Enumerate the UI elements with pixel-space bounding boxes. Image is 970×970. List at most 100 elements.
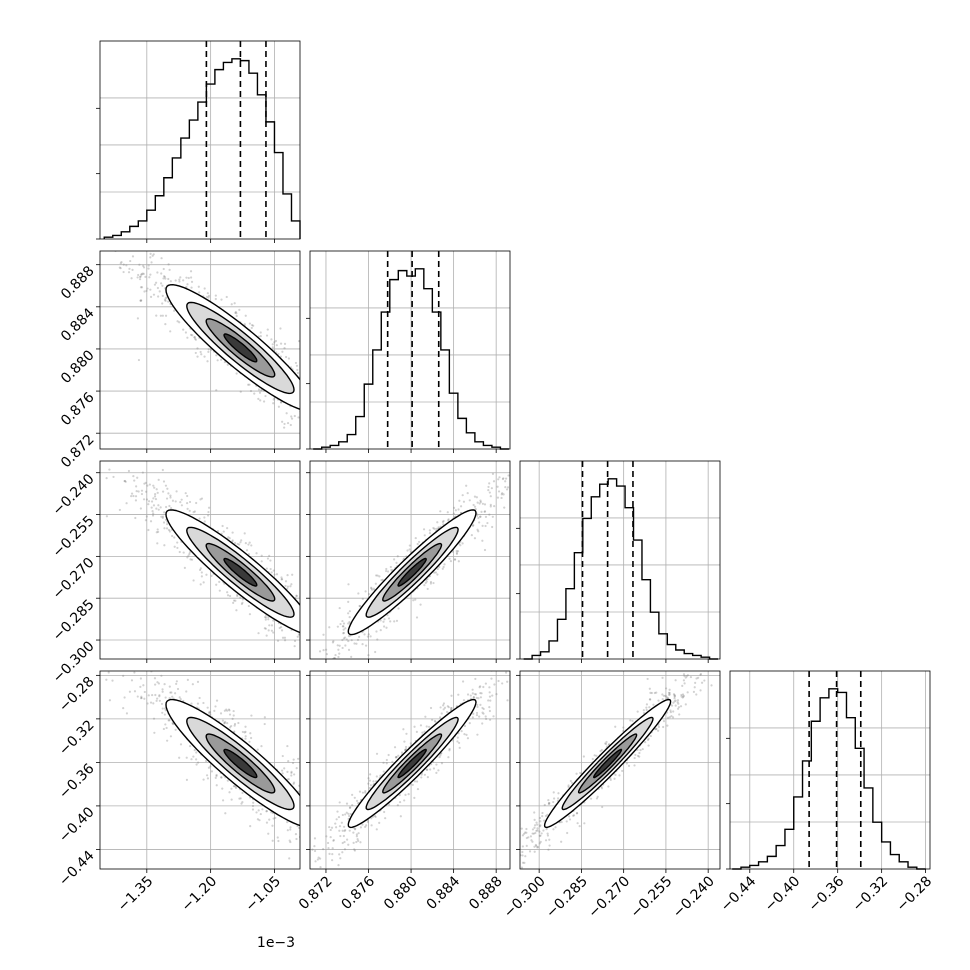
sample-point xyxy=(178,280,181,283)
sample-point xyxy=(435,771,438,774)
sample-point xyxy=(249,389,253,393)
sample-point xyxy=(163,275,166,278)
sample-point xyxy=(350,856,352,858)
sample-point xyxy=(268,818,271,821)
sample-point xyxy=(196,702,200,705)
sample-point xyxy=(321,667,323,669)
sample-point xyxy=(423,534,426,537)
sample-point xyxy=(280,576,283,579)
sample-point xyxy=(288,863,290,865)
sample-point xyxy=(190,280,194,283)
sample-point xyxy=(128,267,131,270)
sample-point xyxy=(140,299,143,302)
sample-point xyxy=(638,751,641,755)
sample-point xyxy=(395,619,399,622)
sample-point xyxy=(403,740,406,743)
sample-point xyxy=(185,276,188,279)
sample-point xyxy=(338,853,341,856)
sample-point xyxy=(137,358,141,362)
sample-point xyxy=(304,619,306,621)
sample-point xyxy=(341,625,344,628)
sample-point xyxy=(505,488,509,491)
sample-point xyxy=(342,637,346,640)
ticks-3-3 xyxy=(726,737,927,873)
sample-point xyxy=(105,678,108,681)
sample-point xyxy=(357,592,360,595)
sample-point xyxy=(333,621,335,623)
sample-point xyxy=(452,506,456,509)
sample-point xyxy=(307,778,309,780)
sample-point xyxy=(302,839,304,841)
sample-point xyxy=(365,824,368,827)
sample-point xyxy=(315,824,317,826)
sample-point xyxy=(113,650,115,652)
hist-bin xyxy=(364,384,373,449)
ticks-1-1 xyxy=(306,317,497,453)
sample-point xyxy=(311,412,313,414)
sample-point xyxy=(280,578,284,581)
sample-point xyxy=(207,296,210,299)
sample-point xyxy=(322,854,324,856)
sample-point xyxy=(368,779,372,782)
sample-point xyxy=(358,635,361,638)
hist-bin xyxy=(249,73,258,239)
sample-point xyxy=(202,581,205,584)
sample-point xyxy=(314,835,316,837)
sample-point xyxy=(303,816,305,818)
sample-point xyxy=(191,683,194,686)
sample-point xyxy=(342,405,344,407)
sample-point xyxy=(330,432,332,434)
sample-point xyxy=(366,635,370,638)
sample-point xyxy=(479,703,482,706)
sample-point xyxy=(342,631,345,635)
sample-point xyxy=(319,870,321,872)
hist-bin xyxy=(466,433,475,449)
sample-point xyxy=(210,574,213,577)
sample-point xyxy=(297,416,300,419)
sample-point xyxy=(489,699,492,702)
sample-point xyxy=(477,516,480,520)
sample-point xyxy=(161,314,164,317)
sample-point xyxy=(325,653,328,656)
sample-point xyxy=(176,687,180,691)
sample-point xyxy=(273,341,276,344)
sample-point xyxy=(207,350,210,353)
sample-point xyxy=(190,702,193,705)
sample-point xyxy=(91,466,93,468)
sample-point xyxy=(385,762,388,765)
sample-point xyxy=(320,627,322,629)
sample-point xyxy=(270,571,273,574)
sample-point xyxy=(476,528,479,531)
sample-point xyxy=(457,560,460,563)
sample-point xyxy=(227,536,230,539)
sample-point xyxy=(347,655,349,657)
contour-line xyxy=(223,748,258,779)
sample-point xyxy=(455,551,459,554)
sample-point xyxy=(493,683,496,686)
sample-point xyxy=(314,646,316,648)
sample-point xyxy=(301,391,303,393)
sample-point xyxy=(122,270,125,274)
sample-point xyxy=(320,664,322,666)
sample-point xyxy=(137,273,140,277)
sample-point xyxy=(128,690,131,693)
sample-point xyxy=(175,490,178,493)
sample-point xyxy=(378,821,381,824)
sample-point xyxy=(372,780,375,783)
sample-point xyxy=(281,420,284,423)
sample-point xyxy=(482,685,485,689)
sample-point xyxy=(479,515,482,518)
sample-point xyxy=(320,412,322,414)
sample-point xyxy=(190,286,193,289)
sample-point xyxy=(223,722,226,725)
sample-point xyxy=(342,625,345,628)
sample-point xyxy=(307,788,309,790)
sample-point xyxy=(323,679,325,681)
sample-point xyxy=(342,834,345,838)
sample-point xyxy=(504,671,508,674)
hist-bin xyxy=(339,442,348,449)
sample-point xyxy=(496,496,500,499)
ticks-2-1 xyxy=(306,472,497,663)
sample-point xyxy=(248,383,251,386)
sample-point xyxy=(466,693,470,696)
